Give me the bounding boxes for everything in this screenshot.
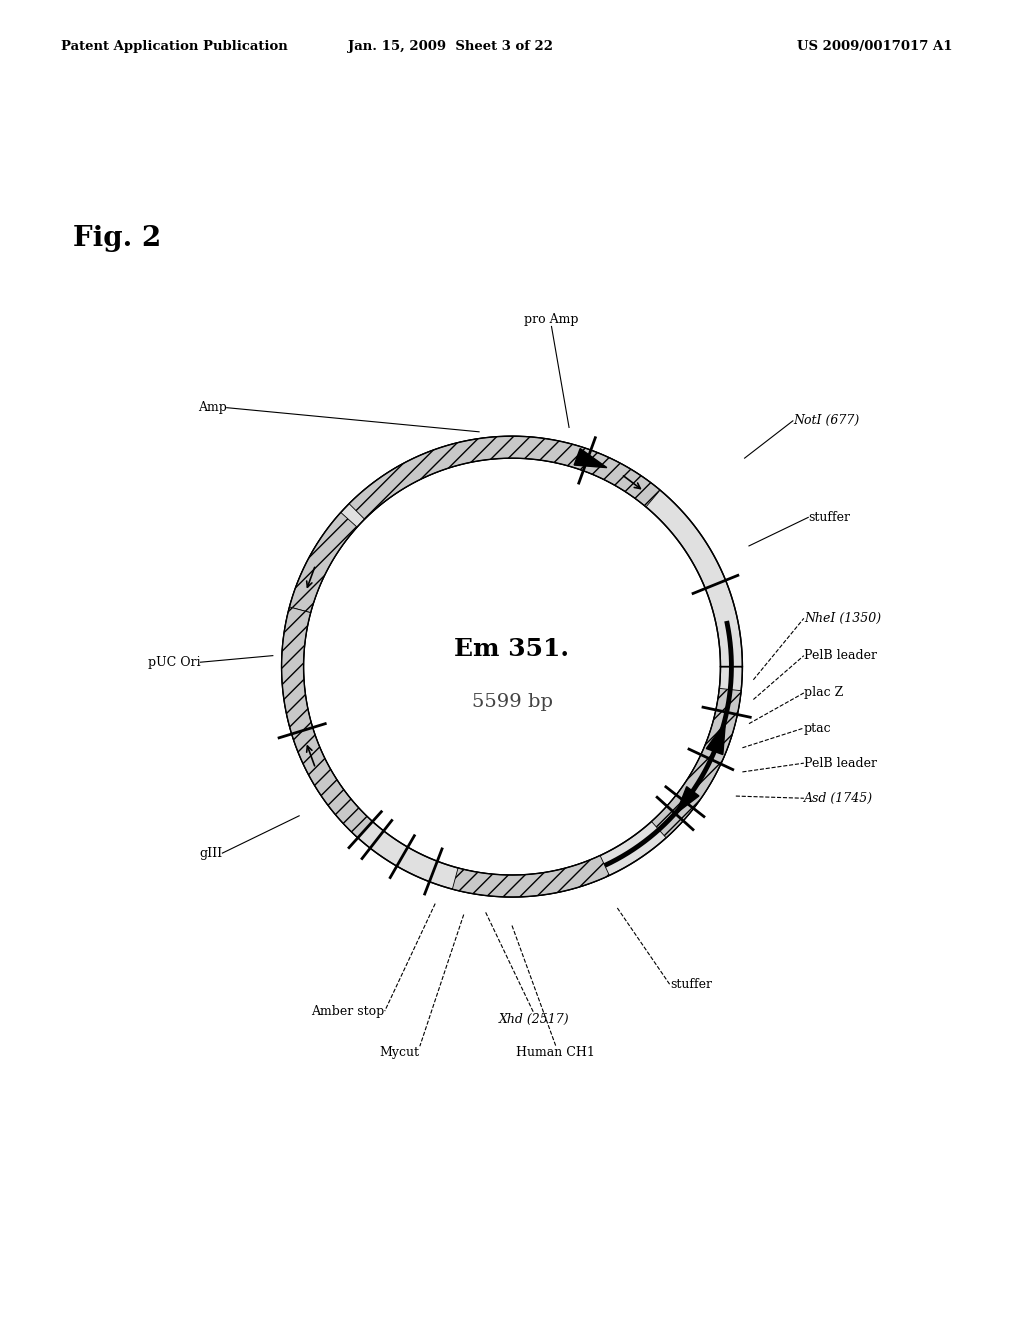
Text: PelB leader: PelB leader (804, 756, 877, 770)
Polygon shape (282, 607, 312, 734)
Text: plac Z: plac Z (804, 686, 843, 700)
Polygon shape (453, 855, 609, 898)
Text: Fig. 2: Fig. 2 (73, 226, 162, 252)
Text: Asd (1745): Asd (1745) (804, 792, 873, 805)
Polygon shape (292, 727, 373, 838)
Polygon shape (651, 689, 741, 838)
Text: Patent Application Publication: Patent Application Publication (61, 40, 288, 53)
Polygon shape (676, 787, 699, 813)
Polygon shape (574, 449, 607, 467)
Text: pro Amp: pro Amp (524, 313, 579, 326)
Text: Amber stop: Amber stop (311, 1005, 385, 1018)
Text: stuffer: stuffer (808, 511, 850, 524)
Text: Em 351.: Em 351. (455, 638, 569, 661)
Text: Human CH1: Human CH1 (516, 1047, 595, 1059)
Polygon shape (349, 436, 660, 519)
Text: PelB leader: PelB leader (804, 649, 877, 663)
Text: NotI (677): NotI (677) (793, 414, 859, 428)
Text: US 2009/0017017 A1: US 2009/0017017 A1 (797, 40, 952, 53)
Text: Jan. 15, 2009  Sheet 3 of 22: Jan. 15, 2009 Sheet 3 of 22 (348, 40, 553, 53)
Text: pUC Ori: pUC Ori (147, 656, 201, 669)
Polygon shape (707, 722, 725, 755)
Text: Mycut: Mycut (380, 1047, 420, 1059)
Text: gIII: gIII (200, 846, 222, 859)
Text: Xhd (2517): Xhd (2517) (499, 1014, 569, 1026)
Text: NheI (1350): NheI (1350) (804, 612, 881, 624)
Text: Amp: Amp (198, 401, 226, 414)
Text: stuffer: stuffer (670, 978, 712, 991)
Polygon shape (282, 436, 742, 898)
Text: 5599 bp: 5599 bp (471, 693, 553, 710)
Polygon shape (290, 512, 357, 612)
Text: ptac: ptac (804, 722, 831, 734)
